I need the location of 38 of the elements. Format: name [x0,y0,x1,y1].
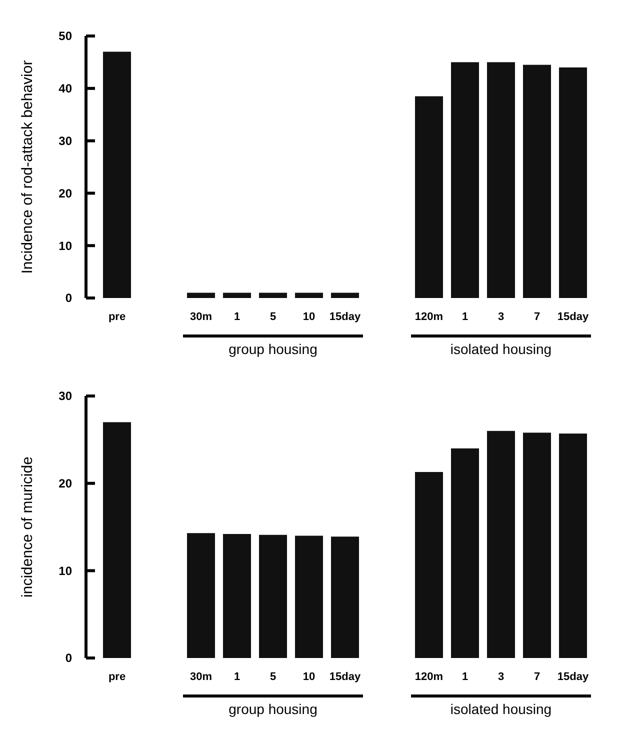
y-tick-label: 0 [65,651,72,666]
y-tick-label: 20 [58,476,72,491]
y-axis-title: incidence of muricide [19,456,36,598]
y-tick-label: 30 [58,389,72,404]
text: isolated housing [450,341,552,357]
y-tick-label: 20 [58,186,72,200]
x-tick-label: 1 [234,311,240,323]
x-tick-label: pre [108,311,126,323]
x-tick-label: 7 [534,311,540,323]
x-tick-label: 15day [557,671,590,683]
y-tick-label: 0 [65,291,72,306]
x-tick-label: 120m [414,311,444,323]
x-tick-label: 1 [462,311,468,323]
y-tick-label: 50 [58,29,72,44]
x-tick-label: pre [108,671,126,683]
text: group housing [228,701,318,717]
text: group housing [228,341,318,357]
y-tick-label: 10 [58,238,72,253]
y-axis-title: Incidence of rod-attack behavior [19,60,36,274]
x-tick-label: 5 [270,311,276,323]
text: isolated housing [450,701,552,717]
x-tick-label: 120m [414,671,444,683]
x-tick-label: 15day [329,311,362,323]
y-tick-label: 40 [58,82,72,96]
x-tick-label: 1 [234,671,240,683]
x-tick-label: 15day [557,311,590,323]
x-tick-label: 30m [190,671,212,683]
x-tick-label: 5 [270,671,276,683]
y-tick-label: 30 [58,134,72,148]
x-tick-label: 10 [302,671,316,683]
x-tick-label: 10 [302,311,316,323]
x-tick-label: 30m [190,311,212,323]
x-tick-label: 3 [498,671,504,683]
x-tick-label: 7 [534,671,540,683]
x-tick-label: 15day [329,671,362,683]
x-tick-label: 3 [498,311,504,323]
x-tick-label: 1 [462,671,468,683]
y-tick-label: 10 [58,564,72,578]
